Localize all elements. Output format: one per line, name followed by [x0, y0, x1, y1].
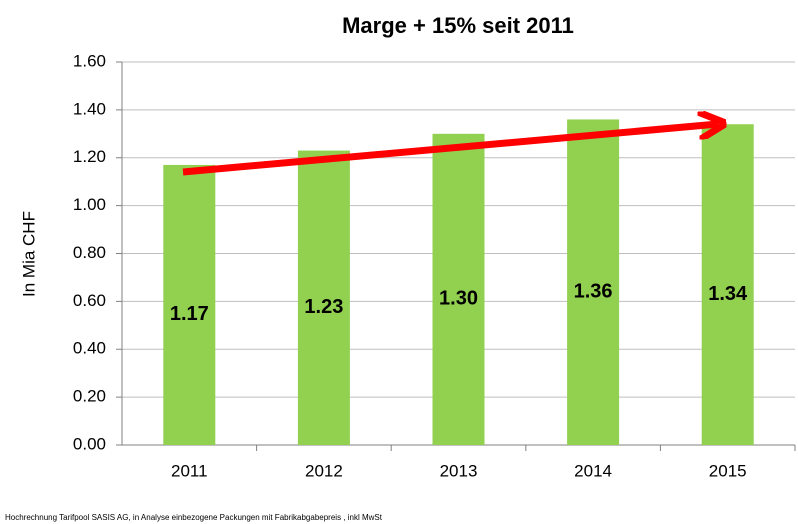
bars — [163, 119, 754, 446]
value-label: 1.30 — [439, 288, 478, 310]
value-label: 1.36 — [574, 281, 613, 303]
trend-arrow — [182, 124, 718, 176]
y-tick-label: 1.60 — [73, 51, 106, 70]
y-tick-label: 0.00 — [73, 434, 106, 453]
y-tick-label: 1.20 — [73, 147, 106, 166]
y-axis-label: In Mia CHF — [19, 211, 38, 297]
y-tick-label: 1.40 — [73, 99, 106, 118]
y-tick-label: 0.60 — [73, 291, 106, 310]
x-tick-label: 2012 — [305, 461, 343, 480]
x-tick-label: 2011 — [171, 461, 208, 480]
footnote: Hochrechnung Tarifpool SASIS AG, in Anal… — [5, 513, 383, 522]
bar — [163, 164, 216, 445]
y-tick-label: 0.40 — [73, 339, 106, 358]
bar — [297, 150, 350, 445]
y-tick-label: 0.80 — [73, 243, 106, 262]
x-tick-label: 2015 — [709, 461, 747, 480]
labels: 0.00 0.20 0.40 0.60 0.80 1.00 1.20 1.40 1.60 2011… — [73, 51, 748, 480]
bar — [701, 124, 754, 446]
x-tick-label: 2013 — [440, 461, 478, 480]
y-tick-label: 1.00 — [73, 195, 106, 214]
value-label: 1.23 — [304, 296, 343, 318]
bar — [432, 133, 485, 445]
x-tick-label: 2014 — [574, 461, 612, 480]
bar — [567, 119, 620, 445]
value-label: 1.17 — [170, 303, 209, 325]
chart-title: Marge + 15% seit 2011 — [342, 13, 574, 38]
value-label: 1.34 — [708, 283, 748, 305]
y-tick-label: 0.20 — [73, 387, 106, 406]
